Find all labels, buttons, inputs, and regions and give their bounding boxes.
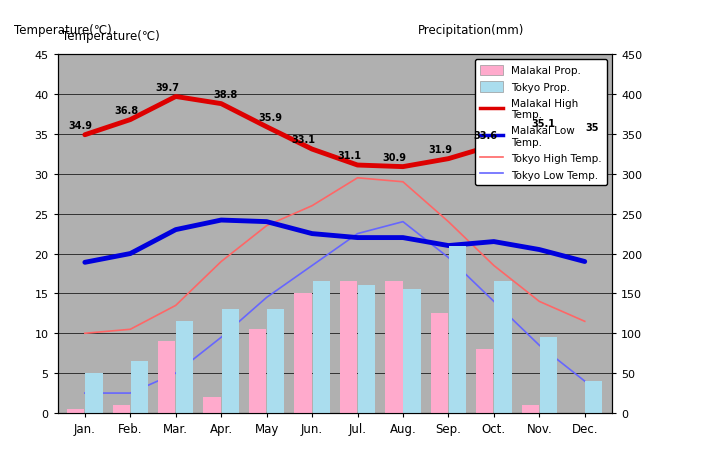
Text: 34.9: 34.9 bbox=[68, 121, 93, 130]
Text: 33.1: 33.1 bbox=[292, 135, 316, 145]
Bar bbox=[495, 282, 512, 413]
Bar bbox=[540, 337, 557, 413]
Text: Temperature(℃): Temperature(℃) bbox=[14, 24, 112, 37]
Text: 35: 35 bbox=[585, 123, 598, 133]
Bar bbox=[158, 341, 175, 413]
Bar bbox=[249, 330, 266, 413]
Bar bbox=[340, 282, 357, 413]
Bar bbox=[385, 282, 402, 413]
Bar bbox=[476, 349, 493, 413]
Bar bbox=[86, 373, 102, 413]
Bar bbox=[521, 405, 539, 413]
Text: 36.8: 36.8 bbox=[114, 106, 138, 115]
Text: 30.9: 30.9 bbox=[382, 152, 407, 162]
Bar bbox=[112, 405, 130, 413]
Bar bbox=[222, 310, 239, 413]
Text: 35.9: 35.9 bbox=[258, 112, 283, 123]
Text: 33.6: 33.6 bbox=[474, 131, 498, 141]
Text: Precipitation(mm): Precipitation(mm) bbox=[418, 24, 524, 37]
Bar bbox=[267, 310, 284, 413]
Text: 31.9: 31.9 bbox=[428, 145, 452, 154]
Text: 35.1: 35.1 bbox=[531, 119, 555, 129]
Bar bbox=[294, 294, 312, 413]
Bar bbox=[67, 409, 84, 413]
Bar bbox=[312, 282, 330, 413]
Bar bbox=[585, 381, 603, 413]
Legend: Malakal Prop., Tokyo Prop., Malakal High
Temp., Malakal Low
Temp., Tokyo High Te: Malakal Prop., Tokyo Prop., Malakal High… bbox=[474, 60, 607, 186]
Bar bbox=[431, 313, 448, 413]
Text: 39.7: 39.7 bbox=[156, 82, 179, 92]
Bar bbox=[358, 286, 375, 413]
Text: 38.8: 38.8 bbox=[213, 90, 238, 100]
Text: 31.1: 31.1 bbox=[337, 151, 361, 161]
Text: Temperature(℃): Temperature(℃) bbox=[62, 30, 160, 43]
Bar bbox=[449, 246, 466, 413]
Bar bbox=[131, 361, 148, 413]
Bar bbox=[176, 322, 194, 413]
Bar bbox=[403, 290, 420, 413]
Bar bbox=[204, 397, 221, 413]
